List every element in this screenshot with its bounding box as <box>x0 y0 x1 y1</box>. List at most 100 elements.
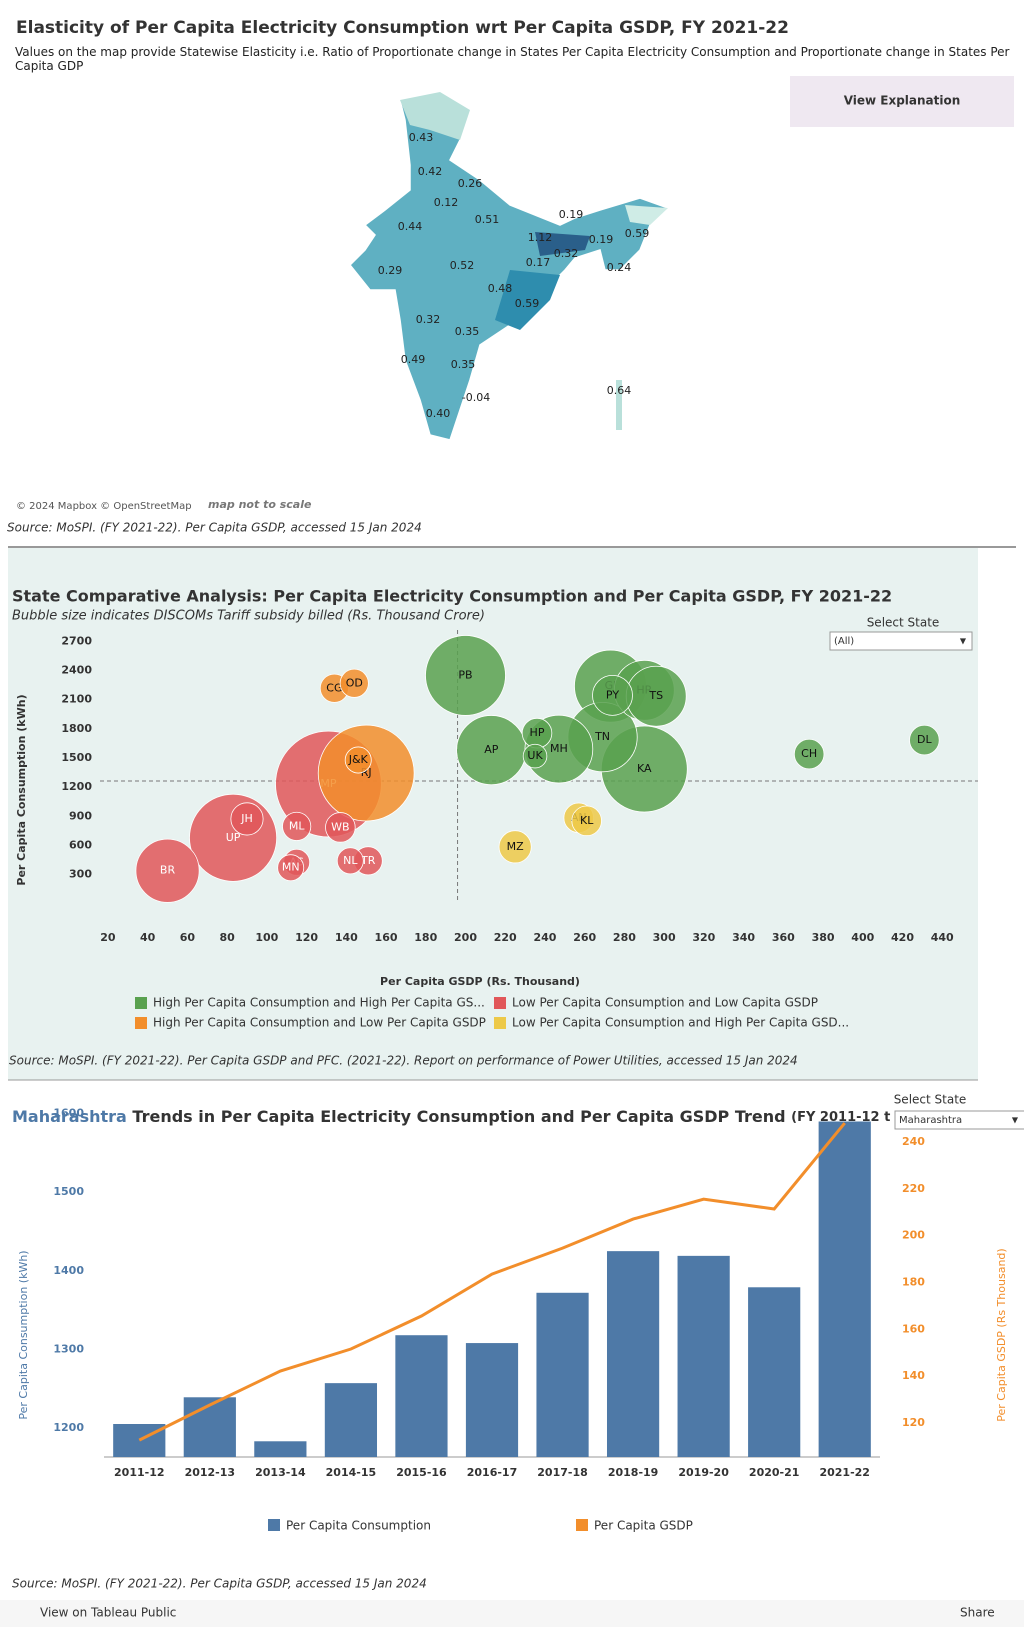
x-tick-label: 260 <box>573 931 596 944</box>
dropdown-arrow[interactable]: ▼ <box>1012 1116 1019 1125</box>
legend-label: Low Per Capita Consumption and High Per … <box>512 1016 849 1030</box>
bubble <box>425 635 506 716</box>
x-tick-label: 2020-21 <box>749 1466 800 1479</box>
bubble-label: MZ <box>507 840 524 853</box>
y-tick-label: 2100 <box>61 693 92 706</box>
y-tick-label: 1800 <box>61 722 92 735</box>
x-tick-label: 120 <box>295 931 318 944</box>
map-subtitle: Values on the map provide Statewise Elas… <box>15 45 1010 73</box>
bar <box>395 1335 448 1457</box>
x-tick-label: 140 <box>335 931 358 944</box>
x-tick-label: 2013-14 <box>255 1466 306 1479</box>
footer-link[interactable]: View on Tableau Public <box>40 1606 176 1620</box>
dropdown-arrow[interactable]: ▼ <box>960 637 967 646</box>
bubble-label: UK <box>527 749 543 762</box>
x-tick-label: 20 <box>100 931 116 944</box>
legend-swatch <box>494 1017 506 1029</box>
map-title: Elasticity of Per Capita Electricity Con… <box>16 18 789 38</box>
bubble-label: CG <box>326 681 342 694</box>
y-tick-label: 600 <box>69 839 92 852</box>
y-axis-label: Per Capita Consumption (kWh) <box>15 694 28 885</box>
filter-value[interactable]: Maharashtra <box>899 1115 962 1126</box>
title-highlight: Maharashtra <box>12 1107 127 1126</box>
bubble-label: AP <box>484 743 499 756</box>
bubble-label: DL <box>917 733 932 746</box>
bubble-label: KA <box>637 762 652 775</box>
y-tick-label: 300 <box>69 868 92 881</box>
map-value-label: 0.44 <box>398 220 423 233</box>
chart-subtitle: Bubble size indicates DISCOMs Tariff sub… <box>12 609 485 624</box>
bubble <box>135 838 200 903</box>
x-tick-label: 340 <box>732 931 755 944</box>
bubble <box>317 724 415 822</box>
bubble <box>498 830 532 864</box>
legend-swatch <box>135 997 147 1009</box>
explanation-button[interactable] <box>790 76 1014 127</box>
bubble <box>277 854 305 882</box>
x-tick-label: 240 <box>533 931 556 944</box>
legend-swatch <box>576 1519 588 1531</box>
y-axis-label: Per Capita Consumption (kWh) <box>17 1250 30 1419</box>
map-value-label: 0.49 <box>401 353 426 366</box>
legend-label: High Per Capita Consumption and Low Per … <box>153 1016 486 1030</box>
x-tick-label: 420 <box>891 931 914 944</box>
map-value-label: -0.04 <box>462 391 490 404</box>
bar <box>536 1292 589 1457</box>
bubble <box>592 674 633 716</box>
y-tick-label: 1300 <box>53 1342 84 1355</box>
filter-dropdown[interactable] <box>894 1110 1024 1130</box>
map-value-label: 0.26 <box>458 177 483 190</box>
y2-tick-label: 200 <box>902 1229 925 1242</box>
bubble <box>909 724 940 756</box>
y2-tick-label: 140 <box>902 1369 925 1382</box>
title-suffix: (FY 2011-12 t <box>791 1110 890 1125</box>
bubble-label: TS <box>648 689 663 702</box>
x-tick-label: 2012-13 <box>185 1466 236 1479</box>
x-tick-label: 180 <box>414 931 437 944</box>
bar <box>324 1383 378 1457</box>
line-series <box>138 1122 846 1442</box>
bubble-label: MH <box>550 742 568 755</box>
footer <box>0 1600 1024 1627</box>
y-tick-label: 1600 <box>53 1107 84 1120</box>
bubble <box>793 738 825 770</box>
x-tick-label: 2014-15 <box>326 1466 377 1479</box>
filter-dropdown[interactable] <box>829 631 973 651</box>
map-islands <box>616 380 622 430</box>
button-label[interactable]: View Explanation <box>844 94 961 108</box>
bubble-label: RJ <box>361 766 372 779</box>
bubble-label: HP <box>530 726 545 739</box>
bar <box>465 1343 519 1457</box>
legend-swatch <box>135 1017 147 1029</box>
map-value-label: 0.12 <box>434 196 459 209</box>
bubble-label: CH <box>801 747 817 760</box>
source: Source: MoSPI. (FY 2021-22). Per Capita … <box>7 521 422 535</box>
x-tick-label: 380 <box>812 931 835 944</box>
map-value-label: 0.59 <box>515 297 540 310</box>
bubble <box>325 812 356 843</box>
map-value-label: 0.51 <box>475 213 500 226</box>
bar <box>818 1121 871 1457</box>
x-tick-label: 200 <box>454 931 477 944</box>
section-background <box>8 548 978 1080</box>
filter-label: Select State <box>867 616 940 630</box>
y2-tick-label: 220 <box>902 1182 925 1195</box>
map-value-label: 0.40 <box>426 407 451 420</box>
map-value-label: 0.32 <box>416 313 441 326</box>
legend-swatch <box>268 1519 280 1531</box>
chart-title: Maharashtra Trends in Per Capita Electri… <box>12 1107 890 1126</box>
bar <box>748 1287 801 1457</box>
x-tick-label: 2015-16 <box>396 1466 447 1479</box>
share-button[interactable]: Share <box>960 1606 995 1620</box>
map-region <box>400 92 470 140</box>
bubble-label: JH <box>240 812 253 825</box>
y-tick-label: 900 <box>69 809 92 822</box>
legend-label: High Per Capita Consumption and High Per… <box>153 996 485 1010</box>
filter-value[interactable]: (All) <box>834 636 854 647</box>
bubble <box>230 802 264 836</box>
x-tick-label: 60 <box>180 931 196 944</box>
bubble-label: ML <box>289 819 305 832</box>
bubble-label: MN <box>282 861 300 874</box>
